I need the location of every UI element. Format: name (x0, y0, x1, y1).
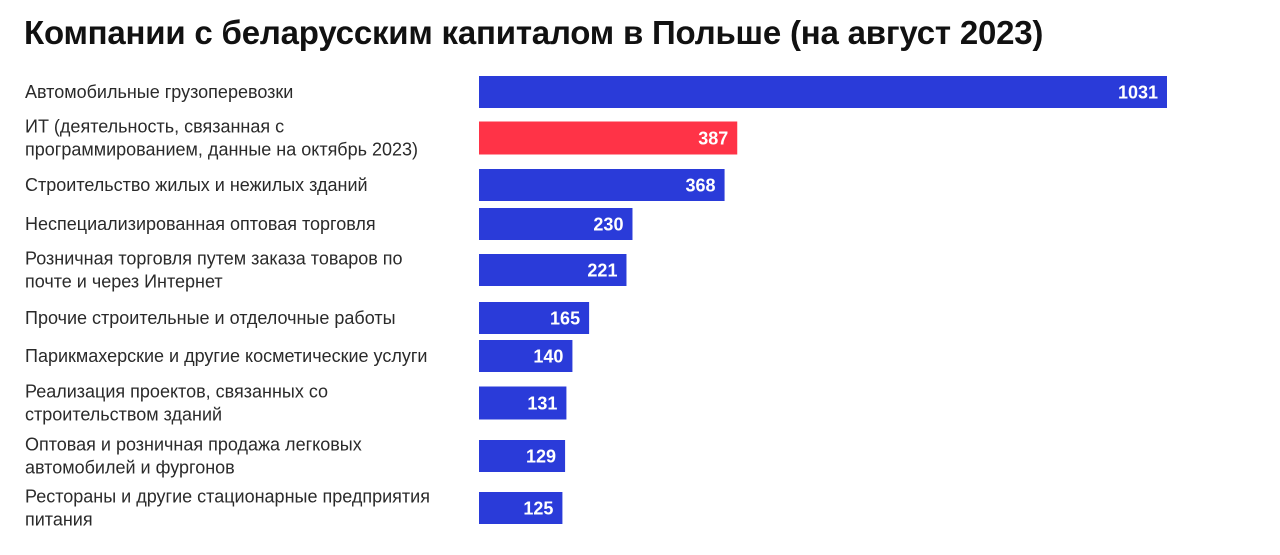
category-label-3: Неспециализированная оптовая торговля (25, 214, 376, 234)
bar-6 (479, 340, 573, 372)
category-label-8: Оптовая и розничная продажа легковых авто… (25, 435, 362, 478)
bar-7 (479, 386, 567, 420)
bar-0 (479, 76, 1167, 108)
bar-5 (479, 302, 590, 334)
bar-value-label-7: 131 (527, 394, 557, 414)
bar-value-label-8: 129 (526, 447, 556, 467)
bar-value-label-0: 1031 (1118, 83, 1158, 103)
category-label-5: Прочие строительные и отделочные работы (25, 308, 396, 328)
bar-value-label-1: 387 (698, 129, 728, 149)
bar-value-label-2: 368 (686, 176, 716, 196)
bar-value-label-5: 165 (550, 309, 580, 329)
bar-3 (479, 208, 633, 240)
bar-2 (479, 169, 725, 201)
category-label-1: ИТ (деятельность, связанная с программиро… (25, 117, 418, 160)
bar-9 (479, 492, 563, 524)
category-label-9: Рестораны и другие стационарные предприя… (25, 487, 430, 530)
bar-value-label-4: 221 (587, 261, 617, 281)
bar-value-label-6: 140 (533, 347, 563, 367)
bar-8 (479, 440, 566, 472)
bar-value-label-3: 230 (593, 215, 623, 235)
category-label-4: Розничная торговля путем заказа товаров … (25, 249, 403, 292)
category-label-6: Парикмахерские и другие косметические ус… (25, 346, 427, 366)
bar-1 (479, 121, 738, 155)
category-label-2: Строительство жилых и нежилых зданий (25, 175, 368, 195)
category-label-0: Автомобильные грузоперевозки (25, 82, 293, 102)
bar-value-label-9: 125 (523, 499, 553, 519)
category-label-7: Реализация проектов, связанных со строите… (25, 382, 328, 425)
bar-4 (479, 254, 627, 286)
chart-title: Компании с беларусским капиталом в Польш… (24, 14, 1044, 51)
